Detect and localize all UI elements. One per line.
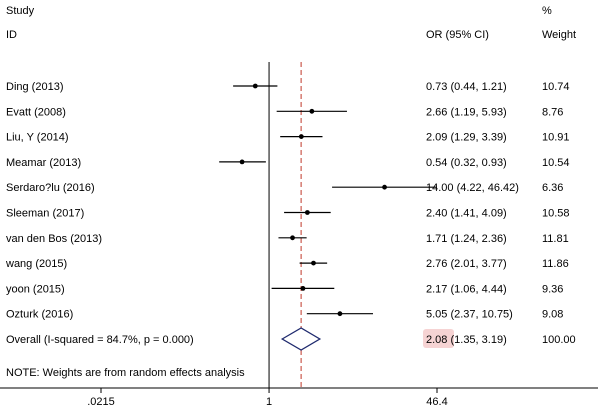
overall-or-ci: 2.08 (1.35, 3.19) xyxy=(426,334,507,346)
header-weight: Weight xyxy=(542,29,576,41)
overall-label: Overall (I-squared = 84.7%, p = 0.000) xyxy=(6,334,194,346)
overall-row: Overall (I-squared = 84.7%, p = 0.000) 2.… xyxy=(6,327,576,351)
point-estimate xyxy=(382,184,387,190)
overall-diamond xyxy=(280,327,322,351)
or-ci-value: 1.71 (1.24, 2.36) xyxy=(426,233,507,245)
study-row: Ding (2013) 0.73 (0.44, 1.21) 10.74 xyxy=(6,81,570,93)
study-label: yoon (2015) xyxy=(6,283,65,295)
study-label: wang (2015) xyxy=(5,258,67,270)
point-estimate xyxy=(239,159,245,165)
study-row: Sleeman (2017) 2.40 (1.41, 4.09) 10.58 xyxy=(6,208,570,220)
study-label: Serdaro?lu (2016) xyxy=(6,182,95,194)
or-ci-value: 0.73 (0.44, 1.21) xyxy=(426,81,507,93)
or-ci-value: 2.09 (1.29, 3.39) xyxy=(426,132,507,144)
note: NOTE: Weights are from random effects an… xyxy=(6,367,245,379)
x-tick-label: 1 xyxy=(266,396,272,408)
overall-highlight xyxy=(423,329,454,348)
weight-value: 10.58 xyxy=(542,208,570,220)
study-row: wang (2015) 2.76 (2.01, 3.77) 11.86 xyxy=(5,258,569,270)
plot-area xyxy=(268,62,302,388)
point-estimate xyxy=(252,83,258,89)
header-id: ID xyxy=(6,29,17,41)
weight-value: 10.54 xyxy=(542,157,570,169)
point-estimate xyxy=(337,311,343,317)
study-row: Liu, Y (2014) 2.09 (1.29, 3.39) 10.91 xyxy=(6,132,570,144)
weight-value: 10.91 xyxy=(542,132,570,144)
study-row: yoon (2015) 2.17 (1.06, 4.44) 9.36 xyxy=(6,283,563,295)
header-study: Study xyxy=(6,5,35,17)
point-estimate xyxy=(290,235,295,241)
weight-value: 9.08 xyxy=(542,309,563,321)
overall-weight: 100.00 xyxy=(542,334,576,346)
point-estimate xyxy=(300,286,306,291)
x-tick-label: 46.4 xyxy=(426,396,447,408)
study-rows: Ding (2013) 0.73 (0.44, 1.21) 10.74 Evatt (… xyxy=(5,81,570,321)
study-label: Ozturk (2016) xyxy=(6,309,73,321)
or-ci-value: 2.76 (2.01, 3.77) xyxy=(426,258,507,270)
x-axis: .0215 1 46.4 xyxy=(0,387,598,408)
study-label: Evatt (2008) xyxy=(6,106,66,118)
weight-value: 10.74 xyxy=(542,81,570,93)
or-ci-value: 0.54 (0.32, 0.93) xyxy=(426,157,507,169)
or-ci-value: 2.66 (1.19, 5.93) xyxy=(426,106,507,118)
or-ci-value: 2.17 (1.06, 4.44) xyxy=(426,283,507,295)
point-estimate xyxy=(304,210,310,215)
study-row: Serdaro?lu (2016) 14.00 (4.22, 46.42) 6.36 xyxy=(6,182,563,194)
study-row: Ozturk (2016) 5.05 (2.37, 10.75) 9.08 xyxy=(6,309,563,321)
or-ci-value: 14.00 (4.22, 46.42) xyxy=(426,182,519,194)
header-or-ci: OR (95% CI) xyxy=(426,29,489,41)
x-tick-label: .0215 xyxy=(87,396,115,408)
weight-value: 11.81 xyxy=(542,233,569,245)
study-row: Evatt (2008) 2.66 (1.19, 5.93) 8.76 xyxy=(6,106,563,118)
point-estimate xyxy=(311,260,316,266)
or-ci-value: 5.05 (2.37, 10.75) xyxy=(426,309,513,321)
weight-value: 11.86 xyxy=(542,258,569,270)
overall-ci-value: (1.35, 3.19) xyxy=(447,334,506,346)
or-ci-value: 2.40 (1.41, 4.09) xyxy=(426,208,507,220)
header-percent: % xyxy=(542,5,552,17)
weight-value: 6.36 xyxy=(542,182,563,194)
point-estimate xyxy=(309,108,315,114)
study-label: van den Bos (2013) xyxy=(6,233,102,245)
point-estimate xyxy=(298,134,304,140)
study-label: Sleeman (2017) xyxy=(6,208,84,220)
study-row: van den Bos (2013) 1.71 (1.24, 2.36) 11.81 xyxy=(6,233,569,245)
study-label: Meamar (2013) xyxy=(6,157,81,169)
study-label: Ding (2013) xyxy=(6,81,63,93)
weight-value: 9.36 xyxy=(542,283,563,295)
overall-or-value: 2.08 xyxy=(426,334,447,346)
study-row: Meamar (2013) 0.54 (0.32, 0.93) 10.54 xyxy=(6,157,570,169)
weight-value: 8.76 xyxy=(542,106,563,118)
study-label: Liu, Y (2014) xyxy=(6,132,69,144)
column-headers: Study ID OR (95% CI) % Weight xyxy=(6,5,576,41)
note-text: NOTE: Weights are from random effects an… xyxy=(6,367,245,379)
